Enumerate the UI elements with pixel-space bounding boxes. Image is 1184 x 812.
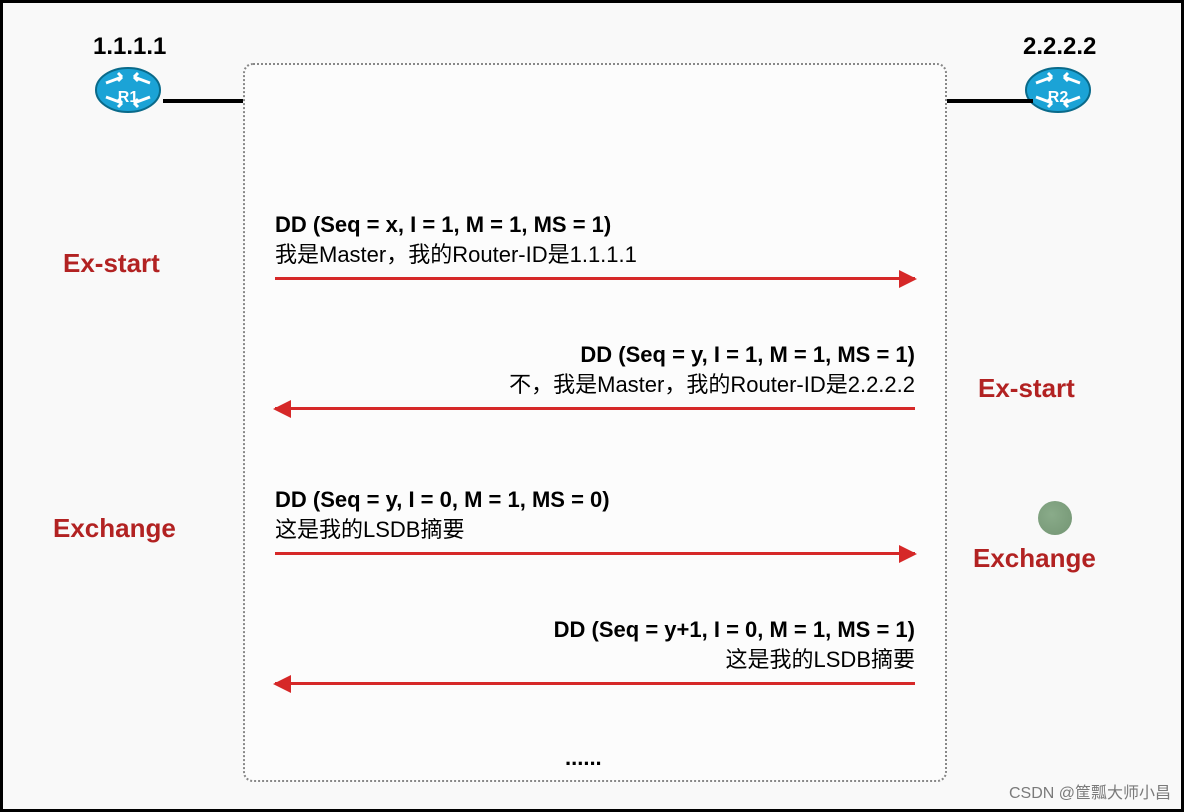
message-1: DD (Seq = x, I = 1, M = 1, MS = 1) 我是Mas… [275,210,915,280]
state-right-exchange: Exchange [973,543,1096,574]
cursor-dot [1038,501,1072,535]
router-r1-ip: 1.1.1.1 [93,33,163,61]
diagram-frame: 1.1.1.1 R1 2.2.2.2 R2 DD (Seq = x, I = 1… [0,0,1184,812]
router-r1: 1.1.1.1 R1 [93,33,163,115]
state-left-exchange: Exchange [53,513,176,544]
message-4-head: DD (Seq = y+1, I = 0, M = 1, MS = 1) [554,617,915,642]
message-1-body: 我是Master，我的Router-ID是1.1.1.1 [275,242,637,267]
router-r2: 2.2.2.2 R2 [1023,33,1093,115]
state-right-exstart: Ex-start [978,373,1075,404]
message-4-body: 这是我的LSDB摘要 [726,647,915,672]
message-2-arrow [275,407,915,410]
message-box: DD (Seq = x, I = 1, M = 1, MS = 1) 我是Mas… [243,63,947,782]
message-3-body: 这是我的LSDB摘要 [275,517,464,542]
router-r2-ip: 2.2.2.2 [1023,33,1093,61]
message-3-head: DD (Seq = y, I = 0, M = 1, MS = 0) [275,487,610,512]
message-2-body: 不，我是Master，我的Router-ID是2.2.2.2 [509,372,915,397]
router-r1-icon: R1 [94,65,162,115]
message-3-arrow [275,552,915,555]
message-2-head: DD (Seq = y, I = 1, M = 1, MS = 1) [580,342,915,367]
router-r2-icon: R2 [1024,65,1092,115]
message-3: DD (Seq = y, I = 0, M = 1, MS = 0) 这是我的L… [275,485,915,555]
message-4: DD (Seq = y+1, I = 0, M = 1, MS = 1) 这是我… [275,615,915,685]
router-r1-label: R1 [94,89,162,107]
ellipsis: ...... [565,745,602,771]
message-4-arrow [275,682,915,685]
router-r2-label: R2 [1024,89,1092,107]
message-2: DD (Seq = y, I = 1, M = 1, MS = 1) 不，我是M… [275,340,915,410]
state-left-exstart: Ex-start [63,248,160,279]
watermark: CSDN @筐瓢大师小昌 [1009,779,1171,803]
message-1-arrow [275,277,915,280]
message-1-head: DD (Seq = x, I = 1, M = 1, MS = 1) [275,212,611,237]
